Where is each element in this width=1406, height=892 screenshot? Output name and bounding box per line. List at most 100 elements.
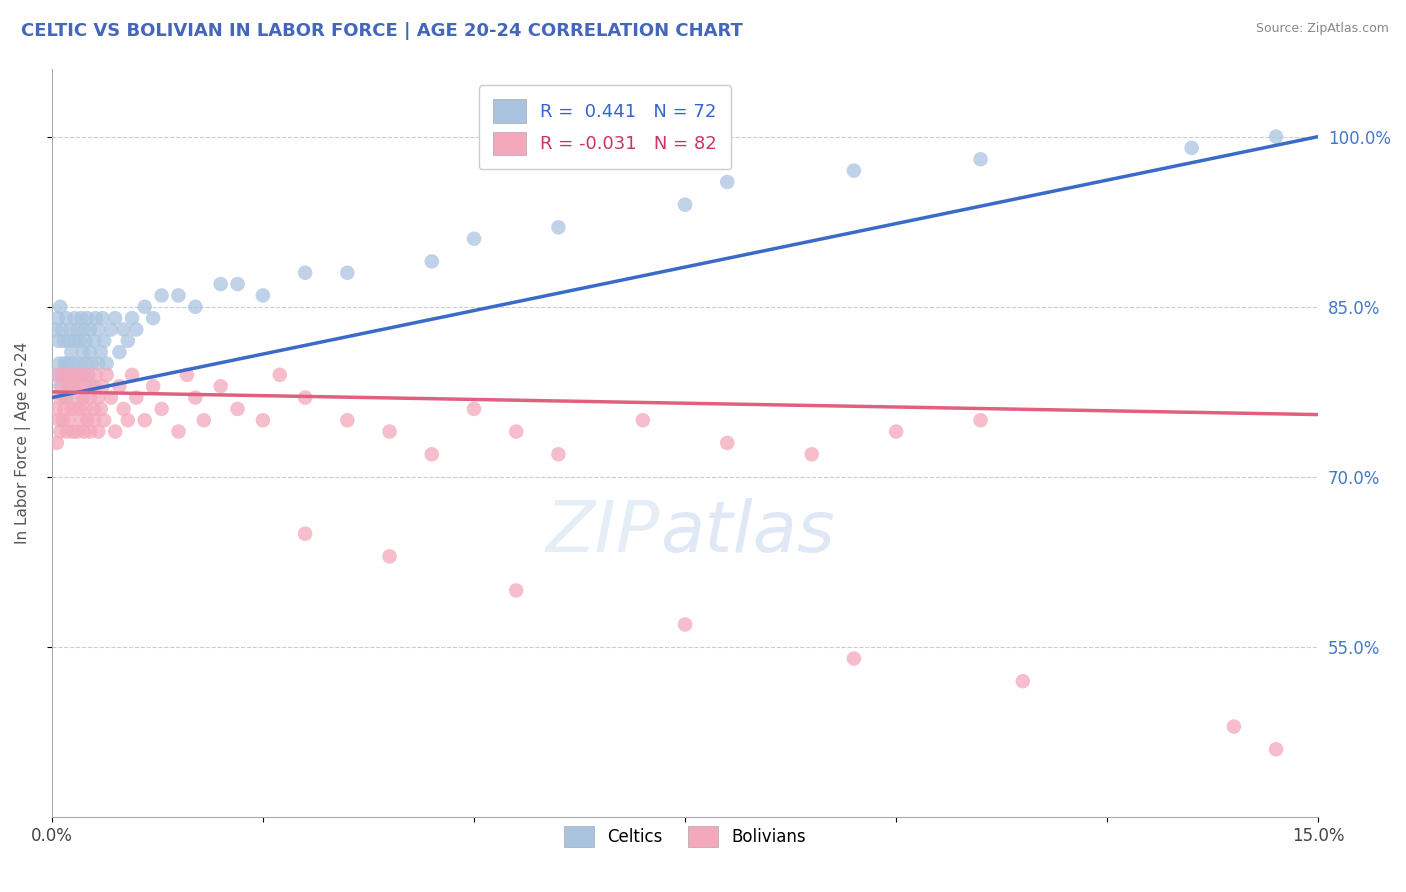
Point	[142, 311, 165, 326]
Point	[56, 357, 79, 371]
Point	[70, 311, 93, 326]
Point	[70, 413, 93, 427]
Legend: Celtics, Bolivians: Celtics, Bolivians	[558, 819, 813, 854]
Point	[1265, 742, 1288, 756]
Point	[184, 391, 207, 405]
Point	[53, 391, 76, 405]
Point	[52, 368, 75, 382]
Point	[70, 368, 93, 382]
Point	[73, 322, 96, 336]
Point	[51, 322, 73, 336]
Point	[96, 368, 118, 382]
Point	[505, 425, 527, 439]
Point	[49, 425, 72, 439]
Point	[83, 379, 105, 393]
Point	[378, 549, 401, 564]
Point	[48, 357, 70, 371]
Point	[84, 368, 107, 382]
Point	[91, 311, 114, 326]
Point	[108, 379, 131, 393]
Point	[45, 436, 67, 450]
Point	[52, 334, 75, 348]
Point	[184, 300, 207, 314]
Point	[294, 266, 316, 280]
Point	[63, 401, 86, 416]
Point	[83, 334, 105, 348]
Point	[252, 288, 274, 302]
Point	[72, 345, 94, 359]
Text: CELTIC VS BOLIVIAN IN LABOR FORCE | AGE 20-24 CORRELATION CHART: CELTIC VS BOLIVIAN IN LABOR FORCE | AGE …	[21, 22, 742, 40]
Point	[1011, 674, 1033, 689]
Point	[420, 254, 443, 268]
Point	[79, 345, 101, 359]
Point	[72, 391, 94, 405]
Point	[1223, 720, 1246, 734]
Point	[209, 379, 232, 393]
Y-axis label: In Labor Force | Age 20-24: In Labor Force | Age 20-24	[15, 342, 31, 544]
Point	[77, 368, 100, 382]
Point	[60, 345, 83, 359]
Point	[463, 232, 485, 246]
Point	[505, 583, 527, 598]
Point	[62, 425, 84, 439]
Point	[167, 288, 190, 302]
Point	[673, 617, 696, 632]
Point	[842, 651, 865, 665]
Point	[63, 311, 86, 326]
Point	[45, 322, 67, 336]
Point	[193, 413, 215, 427]
Point	[75, 379, 97, 393]
Point	[48, 413, 70, 427]
Point	[79, 391, 101, 405]
Point	[58, 379, 80, 393]
Point	[48, 334, 70, 348]
Point	[167, 425, 190, 439]
Point	[631, 413, 654, 427]
Point	[48, 368, 70, 382]
Point	[716, 175, 738, 189]
Point	[269, 368, 291, 382]
Point	[91, 379, 114, 393]
Point	[59, 368, 82, 382]
Point	[56, 425, 79, 439]
Point	[66, 425, 89, 439]
Point	[884, 425, 907, 439]
Point	[55, 391, 77, 405]
Text: Source: ZipAtlas.com: Source: ZipAtlas.com	[1256, 22, 1389, 36]
Point	[87, 425, 110, 439]
Point	[252, 413, 274, 427]
Point	[800, 447, 823, 461]
Point	[58, 368, 80, 382]
Point	[117, 334, 139, 348]
Point	[1265, 129, 1288, 144]
Point	[87, 322, 110, 336]
Point	[80, 379, 103, 393]
Point	[117, 413, 139, 427]
Point	[420, 447, 443, 461]
Point	[83, 401, 105, 416]
Point	[125, 322, 148, 336]
Point	[70, 368, 93, 382]
Point	[226, 401, 249, 416]
Point	[142, 379, 165, 393]
Point	[65, 368, 87, 382]
Point	[83, 413, 105, 427]
Point	[104, 425, 127, 439]
Point	[59, 322, 82, 336]
Point	[969, 413, 991, 427]
Point	[93, 334, 115, 348]
Point	[100, 391, 122, 405]
Point	[378, 425, 401, 439]
Point	[69, 401, 91, 416]
Point	[294, 391, 316, 405]
Point	[150, 401, 173, 416]
Point	[79, 425, 101, 439]
Point	[112, 322, 135, 336]
Point	[336, 266, 359, 280]
Point	[58, 334, 80, 348]
Point	[51, 379, 73, 393]
Point	[66, 368, 89, 382]
Point	[547, 220, 569, 235]
Point	[62, 379, 84, 393]
Point	[75, 334, 97, 348]
